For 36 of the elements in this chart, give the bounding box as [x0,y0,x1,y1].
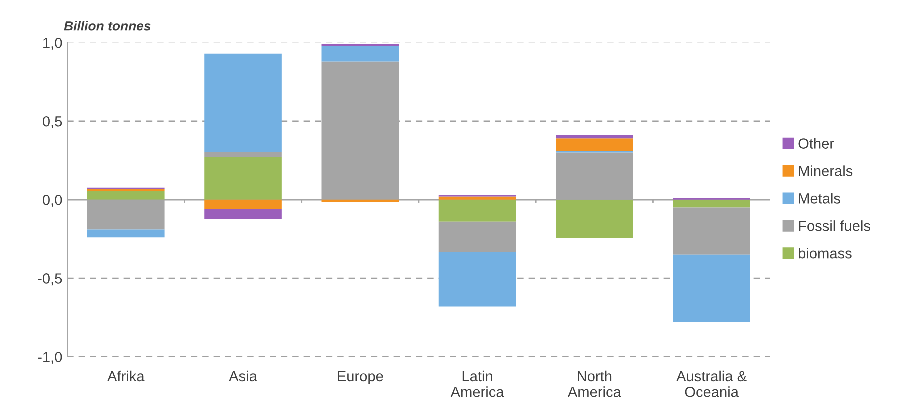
legend-label: Other [798,138,834,149]
y-tick-label: -1,0 [38,352,62,364]
bar [322,46,400,62]
bar [204,152,282,158]
y-tick-label: -0,5 [38,274,62,286]
x-tick-label: North America [568,370,622,398]
bar [438,196,516,200]
bar [438,222,516,253]
bar [673,208,750,255]
y-tick-label: 0,0 [43,195,62,208]
bar [556,200,634,238]
y-axis-title: Billion tonnes [64,21,151,31]
x-tick-label: Latin America [450,370,504,398]
bar [556,138,634,152]
bar [673,254,750,322]
bar [204,209,282,220]
bar [673,200,750,208]
legend-label: Metals [799,193,840,204]
bar [204,54,282,152]
y-tick-label: 1,0 [44,38,62,50]
x-tick-label: Australia & Oceania [676,370,747,398]
legend-label: biomass [799,248,852,259]
bar [556,136,634,139]
bar [204,158,282,200]
bar [87,230,165,238]
bar [87,190,165,200]
y-tick-label: 0,5 [43,116,62,129]
bar [322,200,400,202]
bar [438,252,516,307]
legend-label: Fossil fuels [799,220,870,232]
bar [438,200,516,222]
x-tick-label: Afrika [108,370,145,382]
bar [204,200,282,210]
x-tick-label: Asia [229,370,258,382]
legend-label: Minerals [799,166,853,176]
x-tick-label: Europe [338,371,384,384]
